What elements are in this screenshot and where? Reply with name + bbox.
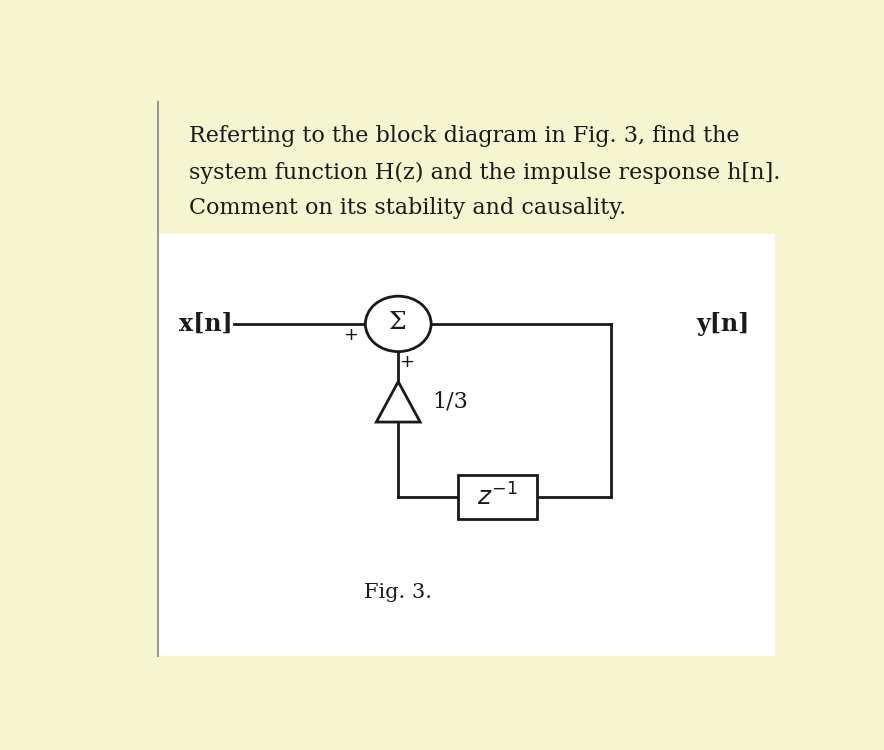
- Text: +: +: [399, 353, 414, 371]
- Text: $z^{-1}$: $z^{-1}$: [477, 484, 518, 511]
- Text: 1/3: 1/3: [432, 391, 469, 412]
- Text: Fig. 3.: Fig. 3.: [364, 583, 432, 602]
- Bar: [458, 476, 537, 519]
- Text: Σ: Σ: [390, 310, 407, 334]
- Bar: [158, 234, 775, 656]
- Polygon shape: [377, 382, 420, 422]
- Text: system function H(z) and the impulse response h[n].: system function H(z) and the impulse res…: [189, 162, 781, 184]
- Text: y[n]: y[n]: [697, 312, 750, 336]
- Text: +: +: [343, 326, 358, 344]
- Text: x[n]: x[n]: [179, 312, 232, 336]
- Circle shape: [365, 296, 431, 352]
- Text: Referting to the block diagram in Fig. 3, find the: Referting to the block diagram in Fig. 3…: [189, 124, 740, 147]
- Text: Comment on its stability and causality.: Comment on its stability and causality.: [189, 196, 627, 219]
